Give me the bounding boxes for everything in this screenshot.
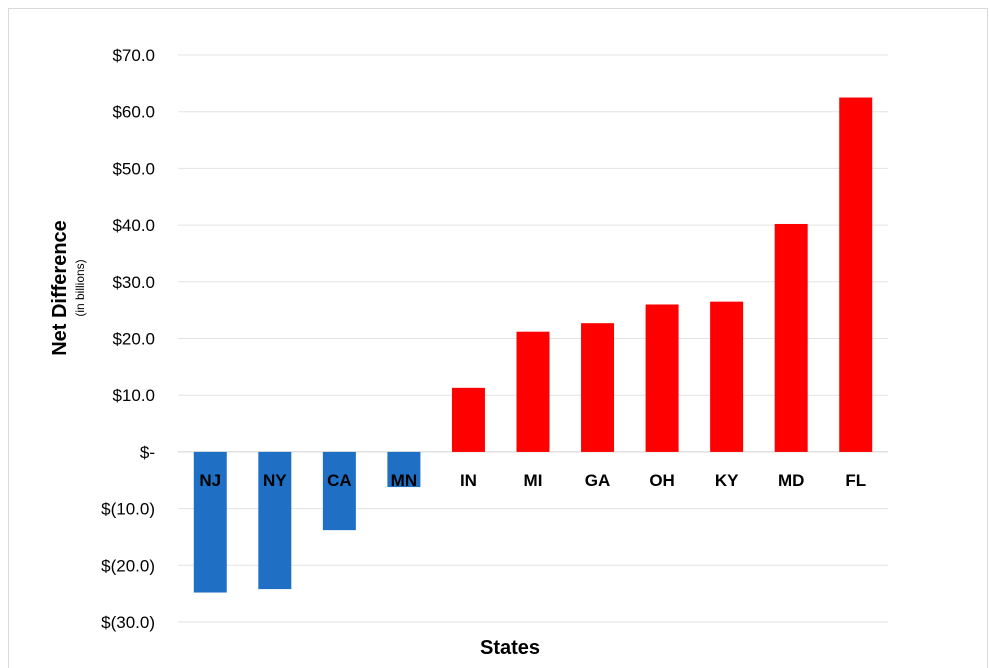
y-tick-label: $- xyxy=(140,443,155,462)
y-tick-label: $60.0 xyxy=(112,103,155,122)
y-tick-labels: $70.0 $60.0 $50.0 $40.0 $30.0 $20.0 $10.0 $- $(1… xyxy=(101,46,155,632)
category-label-in: IN xyxy=(460,471,477,490)
category-label-mn: MN xyxy=(391,471,417,490)
chart-frame xyxy=(8,8,988,668)
x-axis-title: States xyxy=(480,637,540,659)
category-label-ky: KY xyxy=(715,471,739,490)
y-tick-label: $(10.0) xyxy=(101,500,155,519)
bar-mn xyxy=(387,451,421,488)
bar-in xyxy=(451,387,485,452)
category-label-fl: FL xyxy=(845,471,866,490)
y-axis-title-group: Net Difference (in billions) xyxy=(49,220,87,356)
category-label-oh: OH xyxy=(649,471,675,490)
bar-nj xyxy=(193,451,227,593)
bar-md xyxy=(774,223,808,452)
y-tick-label: $70.0 xyxy=(112,46,155,65)
bar-ky xyxy=(710,301,744,452)
y-tick-label: $10.0 xyxy=(112,386,155,405)
y-axis-subtitle: (in billions) xyxy=(73,259,87,316)
category-label-ca: CA xyxy=(327,471,352,490)
bar-ga xyxy=(581,323,615,452)
bar-mi xyxy=(516,331,550,452)
category-label-ga: GA xyxy=(585,471,611,490)
bar-oh xyxy=(645,304,679,452)
y-tick-label: $40.0 xyxy=(112,216,155,235)
bar-ny xyxy=(258,451,292,590)
y-tick-label: $(20.0) xyxy=(101,556,155,575)
category-label-mi: MI xyxy=(524,471,543,490)
bar-fl xyxy=(839,97,873,452)
category-label-md: MD xyxy=(778,471,804,490)
category-label-nj: NJ xyxy=(199,471,221,490)
category-label-ny: NY xyxy=(263,471,287,490)
y-tick-label: $30.0 xyxy=(112,273,155,292)
y-tick-label: $(30.0) xyxy=(101,613,155,632)
bars xyxy=(193,97,873,593)
y-axis-title: Net Difference xyxy=(49,220,71,356)
category-labels: NJ NY CA MN IN MI GA OH KY MD FL xyxy=(199,471,866,490)
y-tick-label: $20.0 xyxy=(112,330,155,349)
bar-ca xyxy=(322,451,356,531)
y-tick-label: $50.0 xyxy=(112,159,155,178)
